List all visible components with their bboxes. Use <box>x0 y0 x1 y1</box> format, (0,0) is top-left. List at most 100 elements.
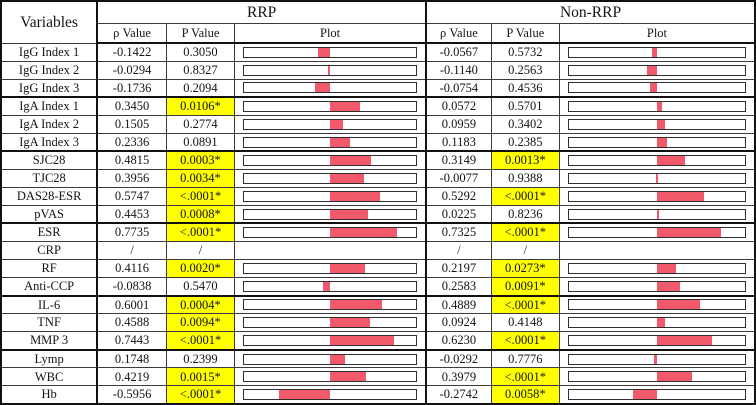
correlation-bar <box>322 281 331 291</box>
nonrrp-rho-value: -0.1140 <box>425 60 492 80</box>
rrp-p-value: 0.5470 <box>165 277 236 297</box>
correlation-bar <box>656 191 704 201</box>
correlation-bar <box>654 354 657 364</box>
table-row: IgA Index 2 0.1505 0.2774 0.0959 0.3402 <box>0 114 756 134</box>
rrp-rho-value: 0.7443 <box>96 331 167 351</box>
table-row: IgA Index 1 0.3450 0.0106* 0.0572 0.5701 <box>0 96 756 116</box>
correlation-bar <box>656 137 668 147</box>
table-row: Anti-CCP -0.0838 0.5470 0.2583 0.0091* <box>0 277 756 297</box>
nonrrp-plot-cell <box>558 277 756 297</box>
correlation-bar <box>278 390 331 400</box>
nonrrp-rho-value: 0.0924 <box>425 313 492 333</box>
rrp-rho-value: 0.3956 <box>96 168 167 188</box>
correlation-bar-plot <box>567 82 746 94</box>
rrp-plot-cell <box>234 96 428 116</box>
rrp-plot-cell <box>234 168 428 188</box>
rrp-p-value: 0.0004* <box>165 295 236 315</box>
rrp-p-value: 0.2399 <box>165 349 236 369</box>
rrp-p-value: 0.0003* <box>165 150 236 170</box>
nonrrp-plot-cell <box>558 132 756 153</box>
variable-label: IgA Index 1 <box>0 96 99 116</box>
variable-label: IgG Index 1 <box>0 42 99 62</box>
correlation-bar <box>656 119 666 129</box>
correlation-bar-plot <box>243 299 418 311</box>
rrp-plot-cell <box>234 42 428 62</box>
correlation-bar-plot <box>567 353 746 365</box>
variable-label: ESR <box>0 222 99 243</box>
nonrrp-plot-cell <box>558 114 756 134</box>
correlation-bar-plot <box>567 46 746 58</box>
nonrrp-p-value: <.0001* <box>490 367 560 387</box>
nonrrp-rho-value: 0.2583 <box>425 277 492 297</box>
nonrrp-p-value: 0.2563 <box>490 60 560 80</box>
rrp-section-header: RRP <box>96 0 428 24</box>
nonrrp-plot-cell <box>558 313 756 333</box>
correlation-bar-plot <box>567 208 746 220</box>
nonrrp-p-value: 0.5732 <box>490 42 560 62</box>
correlation-bar <box>656 336 712 346</box>
correlation-bar <box>330 173 365 183</box>
nonrrp-plot-header: Plot <box>558 22 756 44</box>
table-row: IgG Index 3 -0.1736 0.2094 -0.0754 0.453… <box>0 78 756 99</box>
rrp-rho-value: 0.1505 <box>96 114 167 134</box>
nonrrp-rho-value: 0.7325 <box>425 222 492 243</box>
correlation-bar <box>330 191 380 201</box>
nonrrp-rho-value: -0.0754 <box>425 78 492 99</box>
rrp-p-value: <.0001* <box>165 222 236 243</box>
correlation-bar <box>651 47 657 57</box>
rrp-plot-cell <box>234 222 428 243</box>
correlation-bar <box>656 264 677 274</box>
nonrrp-p-value: <.0001* <box>490 222 560 243</box>
correlation-bar-plot <box>567 335 746 347</box>
correlation-bar <box>330 119 344 129</box>
nonrrp-p-value: 0.9388 <box>490 168 560 188</box>
nonrrp-plot-cell <box>558 96 756 116</box>
correlation-bar-plot <box>243 335 418 347</box>
nonrrp-rho-value: 0.3979 <box>425 367 492 387</box>
rrp-plot-cell <box>234 331 428 351</box>
rrp-p-value: <.0001* <box>165 186 236 206</box>
table-row: SJC28 0.4815 0.0003* 0.3149 0.0013* <box>0 150 756 170</box>
correlation-bar <box>330 228 397 238</box>
nonrrp-plot-cell <box>558 241 756 261</box>
nonrrp-rho-value: / <box>425 241 492 261</box>
correlation-bar-plot <box>567 389 746 401</box>
nonrrp-plot-cell <box>558 367 756 387</box>
rrp-plot-cell <box>234 295 428 315</box>
table-row: CRP / / / / <box>0 241 756 261</box>
rrp-p-value: 0.0891 <box>165 132 236 153</box>
rrp-p-value: 0.2094 <box>165 78 236 99</box>
correlation-bar <box>656 209 659 219</box>
rrp-rho-value: 0.4588 <box>96 313 167 333</box>
correlation-bar-plot <box>243 155 418 167</box>
rrp-plot-cell <box>234 385 428 405</box>
rrp-rho-value: 0.4453 <box>96 204 167 225</box>
table-body: IgG Index 1 -0.1422 0.3050 -0.0567 0.573… <box>0 42 756 405</box>
correlation-bar <box>330 354 346 364</box>
correlation-bar-plot <box>567 172 746 184</box>
nonrrp-rho-value: 0.4889 <box>425 295 492 315</box>
rrp-plot-cell <box>234 241 428 261</box>
rrp-p-header: P Value <box>165 22 236 44</box>
nonrrp-p-value: 0.5701 <box>490 96 560 116</box>
rrp-p-value: <.0001* <box>165 385 236 405</box>
table-row: RF 0.4116 0.0020* 0.2197 0.0273* <box>0 259 756 279</box>
nonrrp-rho-value: 0.5292 <box>425 186 492 206</box>
table-row: pVAS 0.4453 0.0008* 0.0225 0.8236 <box>0 204 756 225</box>
correlation-bar-plot <box>243 100 418 112</box>
rrp-rho-value: -0.0294 <box>96 60 167 80</box>
table-row: IgA Index 3 0.2336 0.0891 0.1183 0.2385 <box>0 132 756 153</box>
nonrrp-p-value: 0.4148 <box>490 313 560 333</box>
correlation-bar <box>327 65 331 75</box>
rrp-plot-cell <box>234 349 428 369</box>
rrp-plot-cell <box>234 186 428 206</box>
rrp-plot-cell <box>234 78 428 99</box>
correlation-bar <box>656 228 722 238</box>
table-header: Variables RRP Non-RRP ρ Value P Value Pl… <box>0 0 756 44</box>
correlation-bar-plot <box>243 317 418 329</box>
correlation-bar-plot <box>243 227 418 239</box>
correlation-bar-plot <box>243 82 418 94</box>
rrp-plot-cell <box>234 150 428 170</box>
nonrrp-p-value: 0.0091* <box>490 277 560 297</box>
correlation-bar-plot <box>243 46 418 58</box>
